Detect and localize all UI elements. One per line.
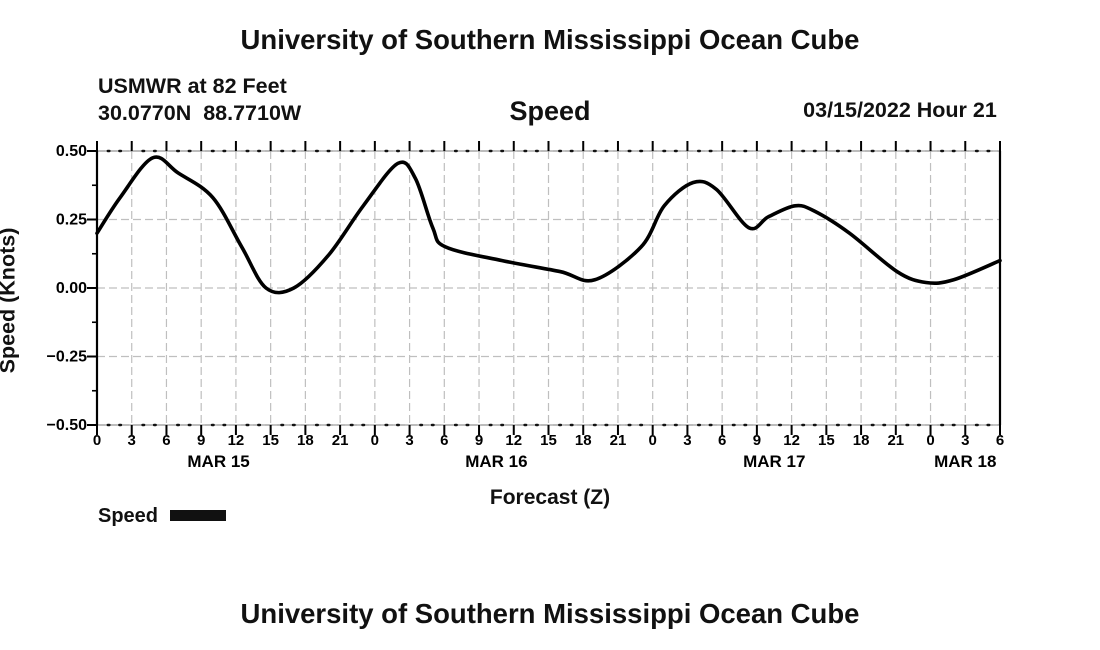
svg-text:0.00: 0.00	[56, 280, 87, 297]
svg-text:12: 12	[783, 432, 800, 449]
svg-text:6: 6	[996, 432, 1004, 449]
svg-text:15: 15	[540, 432, 557, 449]
svg-text:18: 18	[297, 432, 314, 449]
svg-text:18: 18	[853, 432, 870, 449]
svg-text:18: 18	[575, 432, 592, 449]
svg-text:9: 9	[753, 432, 761, 449]
svg-text:9: 9	[475, 432, 483, 449]
svg-text:6: 6	[440, 432, 448, 449]
svg-text:MAR 16: MAR 16	[465, 452, 527, 471]
svg-text:0: 0	[649, 432, 657, 449]
svg-text:MAR 15: MAR 15	[187, 452, 249, 471]
svg-text:0: 0	[371, 432, 379, 449]
svg-text:MAR 17: MAR 17	[743, 452, 805, 471]
svg-text:12: 12	[228, 432, 245, 449]
svg-text:3: 3	[961, 432, 969, 449]
svg-text:3: 3	[128, 432, 136, 449]
svg-text:15: 15	[262, 432, 279, 449]
svg-text:6: 6	[718, 432, 726, 449]
svg-text:−0.50: −0.50	[47, 417, 88, 434]
svg-text:0.25: 0.25	[56, 212, 87, 229]
svg-text:0: 0	[926, 432, 934, 449]
svg-text:MAR 18: MAR 18	[934, 452, 996, 471]
svg-text:0.50: 0.50	[56, 143, 87, 160]
svg-text:9: 9	[197, 432, 205, 449]
svg-text:6: 6	[162, 432, 170, 449]
svg-text:15: 15	[818, 432, 835, 449]
svg-text:−0.25: −0.25	[47, 349, 88, 366]
svg-text:3: 3	[683, 432, 691, 449]
svg-text:21: 21	[610, 432, 627, 449]
svg-text:12: 12	[505, 432, 522, 449]
svg-text:3: 3	[405, 432, 413, 449]
svg-text:21: 21	[332, 432, 349, 449]
svg-text:0: 0	[93, 432, 101, 449]
svg-text:21: 21	[887, 432, 904, 449]
